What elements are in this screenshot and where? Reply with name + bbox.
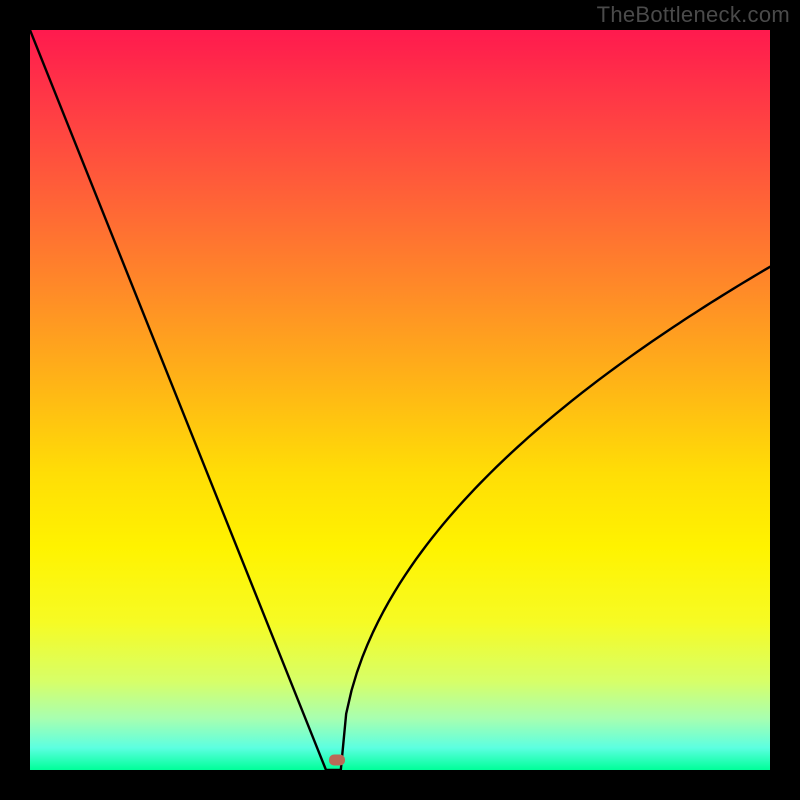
- curve-svg: [30, 30, 770, 770]
- plot-area: [30, 30, 770, 770]
- bottleneck-curve: [30, 30, 770, 770]
- optimum-marker: [329, 755, 345, 766]
- chart-container: TheBottleneck.com: [0, 0, 800, 800]
- watermark-text: TheBottleneck.com: [597, 2, 790, 28]
